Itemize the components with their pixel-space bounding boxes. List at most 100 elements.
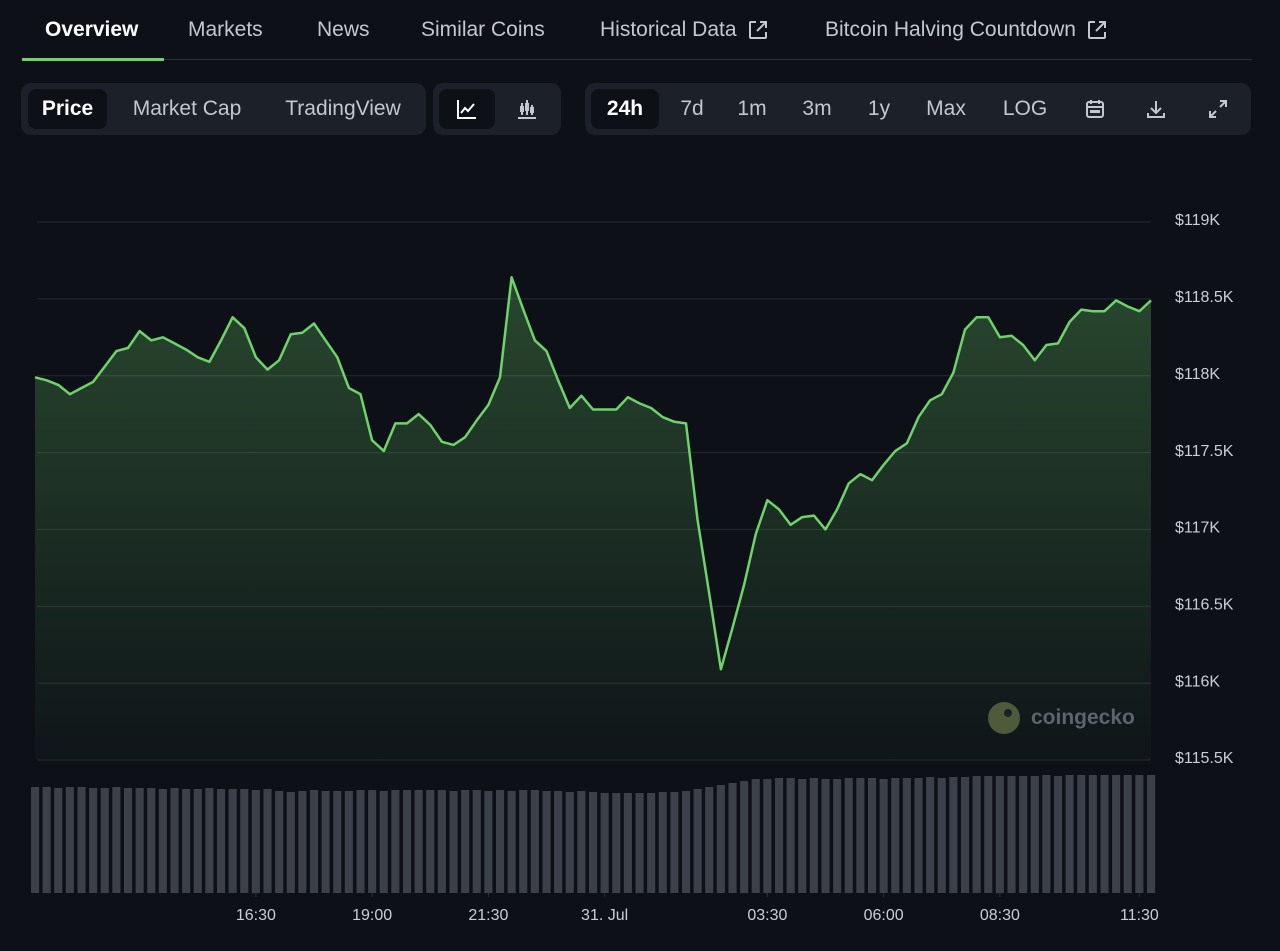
tab-label: Bitcoin Halving Countdown [825,18,1076,41]
x-tick-label: 16:30 [236,907,276,924]
volume-bar [914,778,923,893]
tab[interactable]: Bitcoin Halving Countdown [825,18,1108,42]
volume-bar [635,793,644,893]
y-tick-label: $117K [1175,520,1220,537]
watermark-eye [1004,709,1012,717]
volume-bar [600,793,609,893]
volume-bar [507,791,516,893]
fullscreen-button[interactable] [1194,89,1242,129]
volume-bar [891,778,900,893]
watermark-logo [988,702,1020,734]
chart-style-group [433,83,561,135]
volume-bar [1019,776,1028,893]
tab[interactable]: News [317,18,370,41]
x-tick-label: 19:00 [352,907,392,924]
volume-bar [519,790,528,893]
volume-bar [647,793,656,893]
x-tick-label: 08:30 [980,907,1020,924]
range-button[interactable]: 1m [737,97,767,120]
calendar-button[interactable] [1071,89,1119,129]
volume-bar [705,787,714,893]
volume-bar [484,791,493,893]
volume-bar [31,787,40,893]
volume-bar [530,790,539,893]
volume-bar [135,788,144,893]
range-button[interactable]: Max [926,97,966,120]
y-tick-label: $118K [1175,366,1220,383]
line-chart-button[interactable] [439,89,495,129]
volume-bar [124,788,133,893]
volume-bar [263,789,272,893]
volume-bar [449,791,458,893]
volume-bar [728,783,737,893]
volume-bar [158,789,167,893]
volume-bar [984,776,993,893]
volume-bar [391,790,400,893]
volume-bar [775,778,784,893]
external-link-icon [1087,21,1106,39]
volume-bar [937,778,946,893]
download-button[interactable] [1132,89,1180,129]
range-button[interactable]: 7d [680,97,704,120]
range-button[interactable]: LOG [1002,97,1048,120]
tab[interactable]: Similar Coins [421,18,545,41]
tab-divider [22,59,1252,60]
line-icon [457,100,476,119]
tab[interactable]: Historical Data [600,18,769,42]
volume-bar [1042,775,1051,893]
volume-bar [356,790,365,893]
volume-bar [42,787,51,893]
candle-chart-button[interactable] [499,89,555,129]
volume-bar [286,792,295,893]
range-button[interactable]: 3m [802,97,832,120]
volume-bar [1135,775,1144,893]
tab[interactable]: Markets [188,18,263,41]
range-group: 24h 7d 1m 3m 1y Max LOG [585,83,1251,135]
volume-bar [577,791,586,893]
volume-bar [565,792,574,893]
volume-bar [554,791,563,893]
volume-bar [240,789,249,893]
range-button[interactable]: 24h [591,89,659,129]
volume-bar [112,787,121,893]
volume-bar [1077,775,1086,893]
volume-bar [251,790,260,893]
volume-bar [437,790,446,893]
volume-bar [1030,776,1039,893]
volume-bar [821,779,830,893]
volume-bar [949,777,958,893]
external-link-icon [748,21,767,39]
volume-bar [228,789,237,893]
range-button[interactable]: 1y [867,97,891,120]
volume-bar [310,790,319,893]
volume-bar [844,778,853,893]
volume-bar [333,791,342,893]
volume-bar [217,789,226,893]
volume-bar [682,791,691,893]
mode-button[interactable]: Market Cap [132,97,242,120]
volume-bar [972,776,981,893]
volume-bar [100,788,109,893]
volume-bar [623,793,632,893]
volume-bar [414,790,423,893]
tab[interactable]: Overview [45,18,139,41]
mode-button[interactable]: Price [28,89,107,129]
x-tick-label: 06:00 [864,907,904,924]
volume-bar [379,791,388,893]
y-tick-label: $119K [1175,212,1220,229]
chart-mode-group: Price Market Cap TradingView [21,83,426,135]
mode-button[interactable]: TradingView [285,97,401,120]
volume-bar [321,791,330,893]
price-area [35,277,1151,760]
volume-bar [612,793,621,893]
volume-bar [693,789,702,893]
candle-icon [518,100,536,119]
volume-bar [193,789,202,893]
volume-bar [54,788,63,893]
x-tick-label: 21:30 [468,907,508,924]
volume-bar [65,787,74,893]
volume-bar [461,790,470,893]
volume-bar [147,788,156,893]
active-tab-underline [22,58,164,61]
volume-bar [833,779,842,893]
